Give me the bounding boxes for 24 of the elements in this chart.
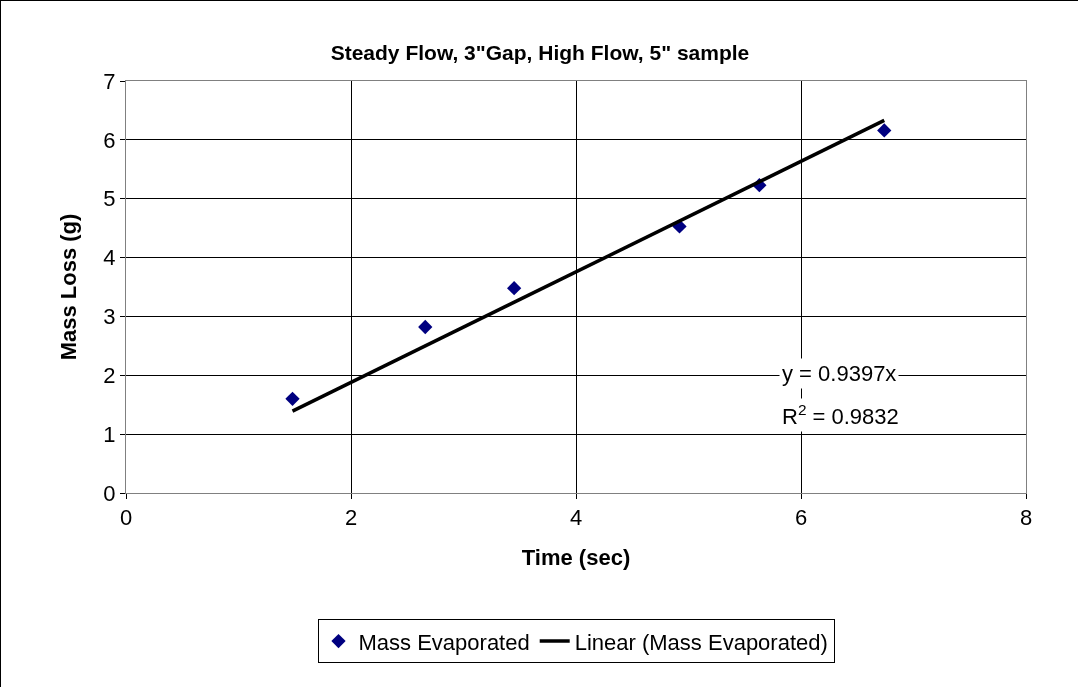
annotation: R$^{2}$ = 0.9832 [782,401,899,430]
point [285,391,300,406]
point [506,281,522,296]
point [418,319,433,335]
y-tick-label: 7 [103,68,116,94]
y-tick-label: 3 [103,304,116,330]
annotation: y = 0.9397x [782,361,897,386]
y-tick-label: 5 [103,186,116,212]
y-tick-label: 4 [103,245,116,271]
legend-label: Mass Evaporated [358,629,530,655]
y-tick-label: 1 [103,421,116,447]
y-tick-label: 6 [103,127,116,153]
legend-label: Linear (Mass Evaporated) [574,629,828,655]
x-axis-title: Time (sec) [521,545,631,571]
y-tick-label: 0 [103,480,116,506]
x-tick-label: 2 [344,505,358,531]
x-tick-label: 8 [1019,505,1033,531]
y-tick-label: 2 [103,362,116,388]
x-tick-label: 6 [794,505,808,531]
y-axis-title: Mass Loss (g) [56,213,82,361]
x-tick-label: 4 [569,505,583,531]
chart-title: Steady Flow, 3"Gap, High Flow, 5" sample [330,40,750,64]
point [877,123,892,138]
x-tick-label: 0 [119,505,133,531]
